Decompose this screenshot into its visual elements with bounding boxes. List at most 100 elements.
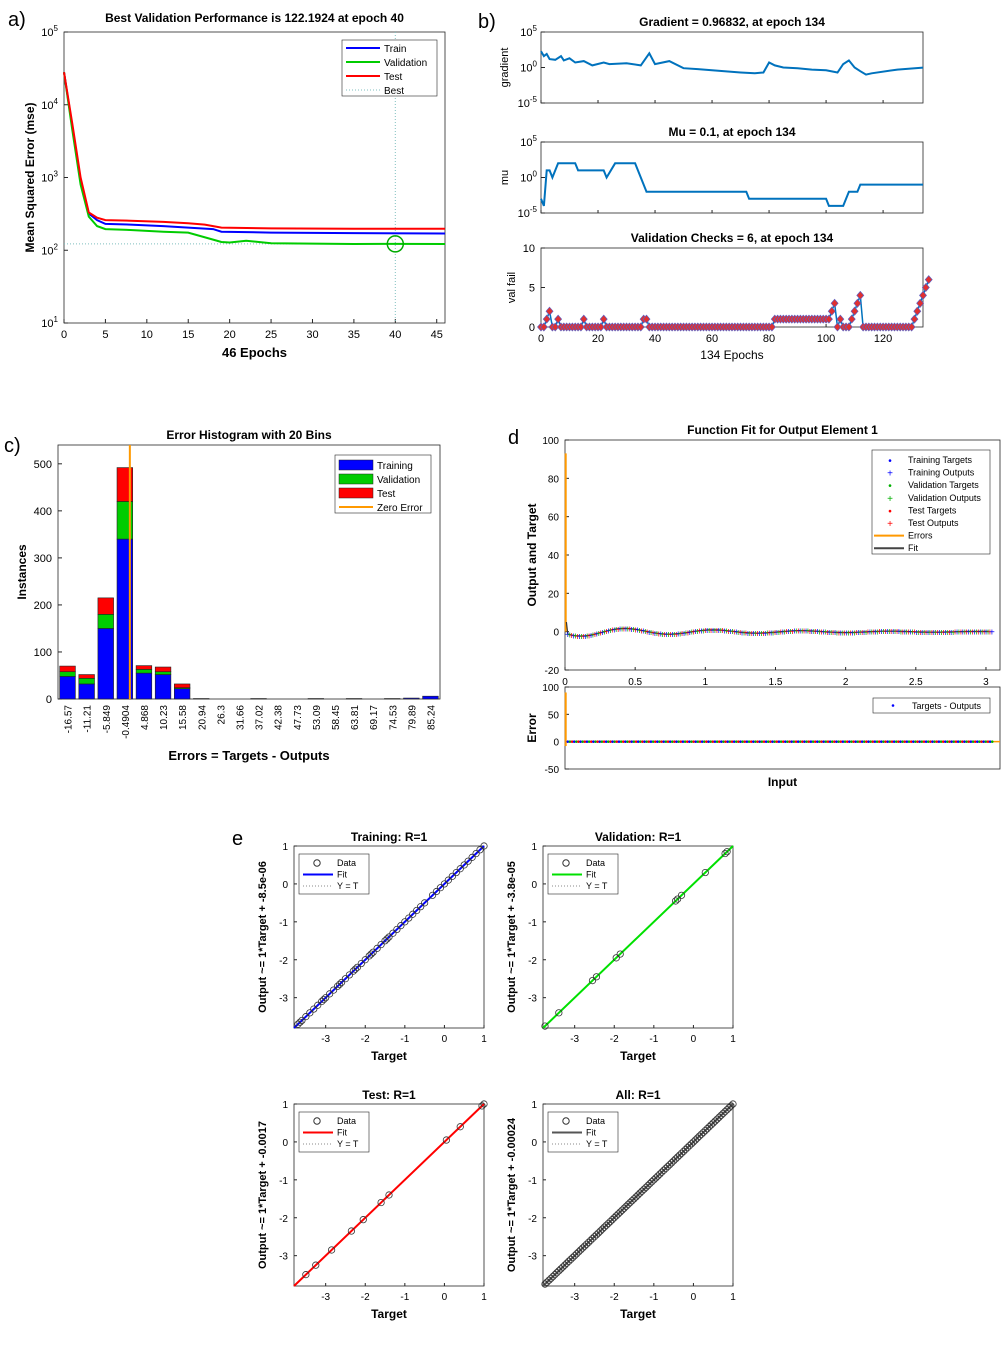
fit-point: + [950, 628, 956, 639]
fit-legend-marker: + [887, 469, 893, 480]
fit-point: + [770, 628, 776, 639]
fit-err-point [912, 740, 915, 743]
reg_all-ytick-label: 1 [531, 1100, 537, 1111]
fit-point: + [921, 628, 927, 639]
reg_val-data-point [673, 895, 682, 903]
fit-err-point [988, 740, 992, 743]
fit-err-point [651, 740, 655, 743]
fit-point: + [871, 627, 877, 638]
perf-title: Best Validation Performance is 122.1924 … [105, 11, 404, 25]
fit-point: + [912, 628, 918, 639]
fit-point: + [575, 632, 581, 643]
fit-legend-entry: Validation Targets [908, 480, 979, 490]
fit-err-point [788, 740, 791, 743]
fit-point: + [747, 629, 753, 640]
fit-legend-entry: Fit [908, 543, 918, 553]
reg_test-legend-entry: Y = T [337, 1139, 359, 1149]
reg_all-data-point [626, 1198, 634, 1207]
fit-point: + [664, 630, 670, 641]
reg_all-data-point [590, 1233, 599, 1241]
fit-err-point [664, 740, 668, 743]
fit-point: + [683, 629, 689, 640]
hist-ytick-label: 100 [34, 647, 52, 659]
fit-err-point [643, 740, 646, 743]
fit-err-point [784, 740, 787, 743]
fit-err-point [583, 740, 587, 743]
reg_all-data-point [721, 1107, 729, 1116]
fit-ytick-label: 40 [548, 551, 560, 562]
reg_val-ytick-label: -2 [528, 956, 537, 967]
reg_train-xtick-label: 1 [481, 1034, 487, 1045]
reg_all-data-point [577, 1246, 585, 1254]
fit-point: + [981, 627, 987, 638]
reg_all-data-point [563, 1259, 571, 1267]
fit-point: + [697, 627, 703, 638]
fit-err-point [850, 740, 853, 743]
reg_val-data-point [701, 868, 709, 877]
fit-point: + [834, 628, 840, 639]
fit-point: + [832, 628, 838, 639]
fit-point: + [693, 627, 699, 638]
reg_test-data-point [385, 1191, 393, 1199]
perf-xtick-label: 5 [102, 329, 108, 341]
fit-point: + [702, 626, 708, 637]
fit-err-point [922, 740, 926, 743]
perf-ytick-label: 102 [41, 242, 58, 257]
reg_all-data-point [648, 1178, 656, 1186]
fit-err-point [869, 740, 872, 743]
fit-point: + [615, 625, 621, 636]
reg_all-data-point [642, 1183, 650, 1192]
reg_all-data-point [701, 1126, 709, 1135]
fit-legend [871, 449, 991, 555]
hist-xtick-label: 20.94 [197, 705, 208, 730]
fit-err-point [894, 740, 898, 743]
fit-err-point [671, 740, 674, 743]
hist-bar-test [59, 665, 76, 673]
valfail-marker [850, 306, 859, 316]
fit-err-point [649, 740, 653, 743]
fit-point: + [975, 627, 981, 638]
fit-err-point [626, 740, 629, 743]
fit-point: + [716, 626, 722, 637]
hist-bar-validation [135, 669, 153, 674]
fit-err-point [666, 740, 670, 743]
fit-point: + [658, 630, 664, 641]
reg_train-data-point [306, 1009, 314, 1017]
fit-point: + [861, 628, 867, 639]
fit-point: + [784, 627, 790, 638]
reg_all-data-point [606, 1217, 614, 1226]
reg_test-data-point [302, 1271, 310, 1279]
reg_all-data-point [612, 1212, 620, 1220]
panel-label-b: b) [478, 11, 496, 33]
fit-point: + [879, 627, 885, 638]
reg_train-data-point [464, 857, 472, 865]
fit-err-point [792, 740, 796, 743]
valfail-xtick-label: 80 [763, 333, 775, 345]
reg_all-data-point [715, 1113, 723, 1121]
reg_all-data-point [632, 1193, 640, 1201]
fit-point: + [582, 632, 588, 643]
fit-point: + [679, 629, 685, 640]
fit-point: + [948, 628, 954, 639]
hist-bar-training [154, 674, 172, 700]
valfail-marker [554, 314, 563, 324]
hist-xtick-label: 58.45 [331, 705, 342, 730]
fit-point: + [987, 627, 993, 638]
reg_all-data-point [630, 1195, 638, 1203]
reg_all-data-point [557, 1265, 565, 1273]
perf-xtick-label: 0 [61, 329, 67, 341]
fit-point: + [815, 627, 821, 638]
fit-legend-entry: Training Outputs [908, 468, 975, 478]
reg_val-data-point [677, 891, 686, 899]
reg_train-data-point [444, 876, 452, 884]
fit-point: + [569, 631, 575, 642]
hist-ytick-label: 400 [34, 506, 52, 518]
fit-err-point [905, 740, 909, 743]
fit-err-point [749, 740, 753, 743]
reg_val-legend-entry: Fit [586, 870, 596, 880]
reg_all-data-point [650, 1176, 658, 1184]
reg_val-ylabel: Output ~= 1*Target + -3.8e-05 [506, 861, 518, 1013]
fit-err-point [822, 740, 826, 743]
reg_test-ytick-label: 1 [282, 1100, 288, 1111]
reg_train-data-point [318, 997, 326, 1006]
